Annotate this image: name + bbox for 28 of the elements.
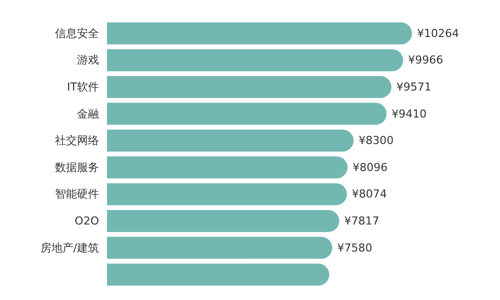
bar	[107, 264, 330, 286]
bar	[107, 210, 340, 232]
data-label: ¥8096	[352, 160, 388, 174]
y-tick-label: IT软件	[67, 80, 99, 94]
y-tick-label: 社交网络	[55, 134, 99, 148]
bar	[107, 130, 354, 152]
data-label: ¥10264	[417, 26, 459, 40]
bar	[107, 156, 348, 178]
data-label: ¥9966	[408, 54, 444, 67]
data-label: ¥9571	[396, 80, 432, 94]
y-tick-label: 智能硬件	[55, 188, 99, 201]
bar	[107, 183, 347, 206]
y-tick-label: 游戏	[77, 54, 99, 67]
y-tick-label: O2O	[74, 214, 100, 228]
bar	[107, 49, 404, 72]
bar	[107, 236, 332, 259]
y-tick-label: 金融	[77, 107, 99, 120]
bar	[107, 22, 412, 44]
bar	[107, 102, 387, 125]
data-label: ¥7817	[344, 214, 380, 228]
data-label: ¥9410	[392, 107, 427, 120]
data-label: ¥8074	[352, 188, 387, 201]
y-tick-label: 数据服务	[55, 160, 99, 174]
data-label: ¥7580	[337, 241, 372, 254]
y-tick-label: 信息安全	[55, 26, 99, 40]
data-label: ¥8300	[358, 134, 394, 148]
bar	[107, 76, 392, 98]
y-tick-label: 房地产/建筑	[40, 241, 99, 254]
